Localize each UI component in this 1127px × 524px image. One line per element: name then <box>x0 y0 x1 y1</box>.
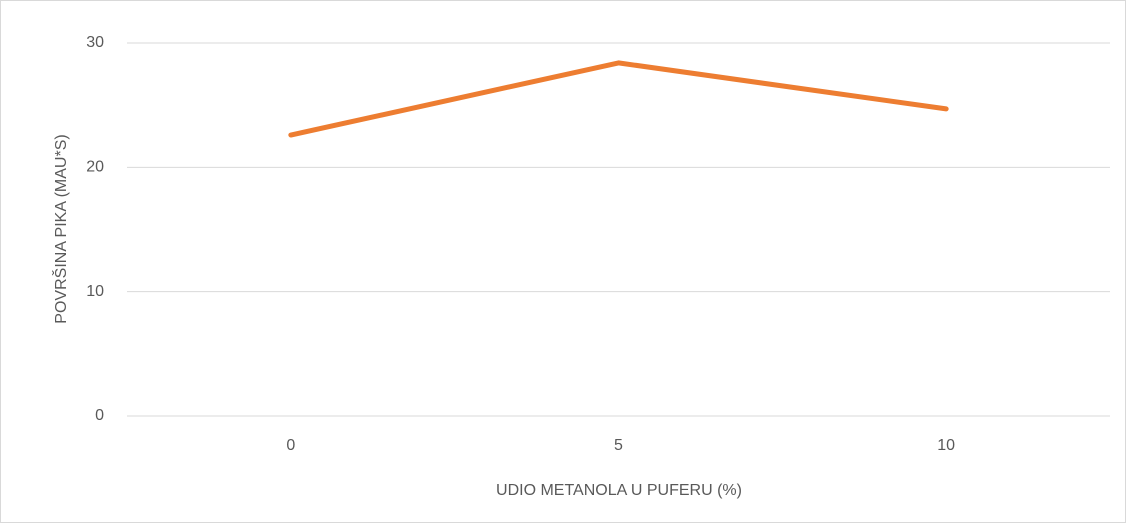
y-tick-label: 0 <box>95 407 104 424</box>
y-tick-label: 20 <box>86 159 104 176</box>
y-axis-label: POVRŠINA PIKA (MAU*S) <box>51 134 70 323</box>
y-tick-label: 10 <box>86 283 104 300</box>
y-tick-label: 30 <box>86 34 104 51</box>
data-line <box>288 60 949 138</box>
x-tick-label: 0 <box>286 437 295 454</box>
x-tick-label: 10 <box>937 437 955 454</box>
x-tick-label: 5 <box>614 437 623 454</box>
x-axis-label: UDIO METANOLA U PUFERU (%) <box>496 482 742 499</box>
